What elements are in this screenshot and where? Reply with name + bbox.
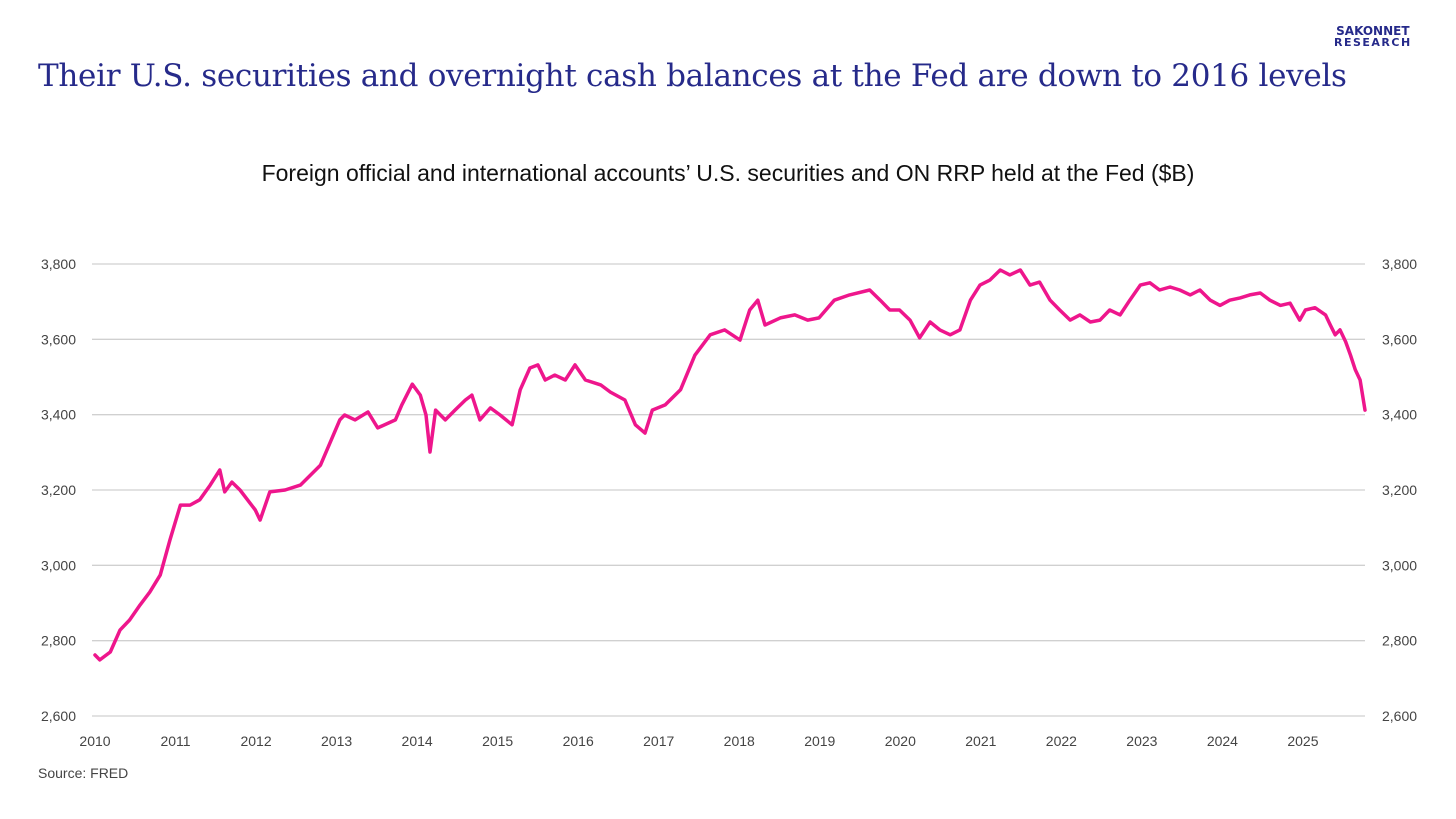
x-tick-label: 2017 (643, 733, 674, 749)
x-tick-label: 2015 (482, 733, 513, 749)
x-tick-label: 2020 (885, 733, 916, 749)
y-tick-label-left: 3,800 (41, 256, 76, 272)
x-tick-label: 2022 (1046, 733, 1077, 749)
y-tick-label-right: 3,000 (1382, 557, 1417, 573)
series-line (93, 268, 1367, 662)
x-tick-label: 2019 (804, 733, 835, 749)
x-tick-label: 2013 (321, 733, 352, 749)
logo-line-2: RESEARCH (1334, 36, 1412, 49)
y-tick-label-left: 3,600 (41, 331, 76, 347)
y-tick-label-right: 3,800 (1382, 256, 1417, 272)
logo-line-1: SAKONNET (1336, 24, 1410, 38)
x-tick-label: 2025 (1287, 733, 1318, 749)
sakonnet-research-logo: SAKONNET RESEARCH (1334, 24, 1412, 49)
y-tick-label-left: 2,600 (41, 708, 76, 724)
y-tick-label-left: 3,000 (41, 557, 76, 573)
y-tick-label-right: 2,600 (1382, 708, 1417, 724)
source-note: Source: FRED (38, 765, 129, 781)
y-tick-label-right: 3,200 (1382, 482, 1417, 498)
y-tick-label-left: 3,400 (41, 407, 76, 423)
y-tick-label-right: 2,800 (1382, 633, 1417, 649)
x-tick-label: 2018 (724, 733, 755, 749)
y-tick-label-right: 3,600 (1382, 331, 1417, 347)
y-tick-label-right: 3,400 (1382, 407, 1417, 423)
x-tick-label: 2016 (563, 733, 594, 749)
x-tick-label: 2012 (240, 733, 271, 749)
x-tick-label: 2021 (965, 733, 996, 749)
x-tick-label: 2010 (79, 733, 110, 749)
chart-title: Foreign official and international accou… (261, 160, 1195, 186)
x-tick-label: 2014 (402, 733, 433, 749)
x-tick-label: 2024 (1207, 733, 1238, 749)
headline: Their U.S. securities and overnight cash… (38, 58, 1347, 94)
y-tick-label-left: 2,800 (41, 633, 76, 649)
x-tick-label: 2011 (160, 733, 190, 749)
y-tick-label-left: 3,200 (41, 482, 76, 498)
x-tick-label: 2023 (1126, 733, 1157, 749)
